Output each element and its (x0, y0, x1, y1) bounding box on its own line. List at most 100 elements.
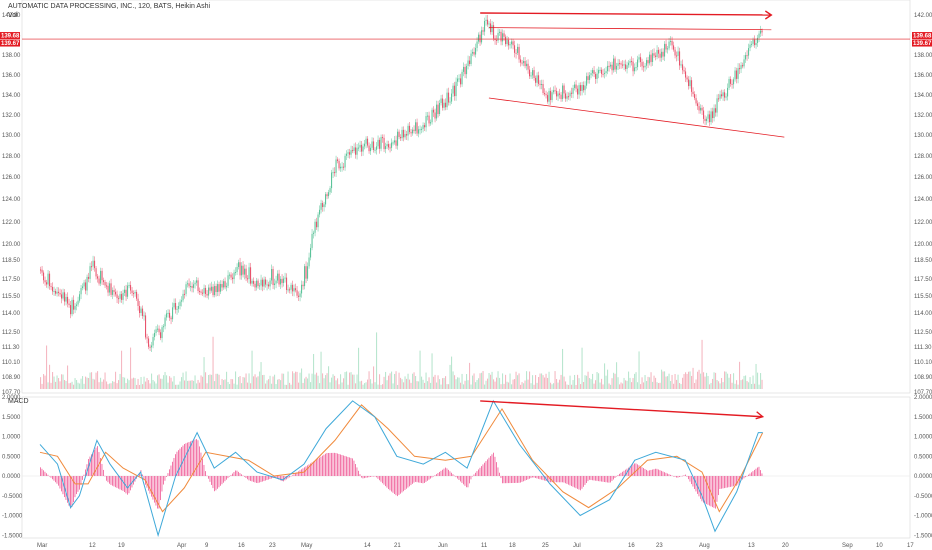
candle-body (424, 125, 426, 128)
volume-bar (719, 383, 721, 389)
volume-bar (640, 384, 642, 389)
macd-histogram-bar (235, 470, 236, 476)
macd-histogram-bar (290, 476, 292, 477)
candle-body (637, 59, 639, 68)
candle-body (229, 274, 231, 276)
price-tick-label-right: 128.00 (914, 154, 932, 160)
macd-histogram-bar (383, 476, 385, 485)
macd-histogram-bar (596, 476, 598, 481)
macd-histogram-bar (346, 456, 347, 476)
volume-bar (470, 384, 472, 389)
macd-histogram-bar (197, 440, 199, 476)
volume-bar (487, 378, 489, 389)
macd-histogram-bar (175, 454, 176, 476)
candle-body (604, 72, 606, 74)
macd-histogram-bar (61, 476, 62, 492)
macd-histogram-bar (508, 476, 509, 484)
volume-bar (169, 376, 171, 389)
candle-body (44, 280, 46, 283)
macd-histogram-bar (229, 476, 230, 477)
macd-histogram-bar (344, 455, 346, 476)
macd-histogram-bar (70, 476, 71, 509)
macd-histogram-bar (569, 476, 571, 486)
volume-bar (131, 378, 133, 389)
volume-bar (163, 375, 165, 389)
macd-histogram-bar (481, 466, 482, 476)
macd-histogram-bar (67, 476, 68, 503)
volume-bar (566, 384, 568, 389)
volume-bar (382, 384, 384, 389)
volume-bar (202, 376, 204, 389)
macd-histogram-bar (331, 452, 332, 476)
candle-body (269, 280, 271, 287)
volume-bar (230, 378, 232, 389)
macd-histogram-bar (152, 476, 154, 500)
macd-histogram-bar (127, 476, 128, 495)
volume-bar (353, 374, 355, 389)
price-tick-label-right: 112.50 (914, 330, 932, 336)
candle-body (620, 63, 622, 65)
candle-body (334, 172, 336, 174)
volume-bar (311, 373, 313, 389)
volume-bar (677, 374, 679, 389)
macd-histogram-bar (401, 476, 403, 493)
macd-histogram-bar (392, 476, 394, 493)
volume-bar (205, 372, 207, 389)
macd-tick-label-left: -1.0000 (2, 514, 23, 520)
volume-bar (662, 371, 664, 389)
volume-bar (200, 375, 202, 389)
candle-body (143, 315, 145, 317)
volume-bar (46, 345, 48, 389)
volume-bar (671, 374, 673, 389)
macd-histogram-bar (262, 476, 263, 482)
macd-histogram-bar (59, 476, 61, 489)
candle-body (643, 66, 645, 68)
volume-bar (140, 377, 142, 389)
volume-bar (220, 384, 222, 389)
volume-bar (701, 339, 703, 389)
macd-histogram-bar (611, 476, 613, 481)
candle-body (536, 75, 538, 83)
time-tick-label: Sep (842, 543, 853, 549)
candle-body (146, 337, 148, 339)
macd-histogram-bar (691, 476, 692, 485)
candle-body (250, 267, 252, 284)
candle-body (700, 107, 702, 111)
volume-bar (686, 373, 688, 389)
volume-bar (352, 374, 354, 389)
macd-histogram-bar (634, 463, 635, 476)
volume-bar (143, 376, 145, 389)
volume-bar (44, 375, 46, 389)
candle-body (694, 94, 696, 99)
volume-bar (482, 371, 484, 389)
candle-body (647, 60, 649, 64)
macd-histogram-bar (122, 476, 124, 491)
candle-body (563, 85, 565, 94)
macd-histogram-bar (223, 476, 224, 483)
candle-body (496, 40, 498, 42)
candle-body (209, 287, 211, 291)
volume-bar (548, 371, 550, 389)
candle-body (215, 286, 217, 293)
volume-bar (160, 378, 162, 389)
volume-bar (656, 382, 658, 389)
volume-bar (535, 375, 537, 389)
volume-bar (187, 380, 189, 389)
volume-bar (227, 381, 229, 389)
volume-bar (112, 381, 114, 389)
candle-body (98, 278, 100, 284)
volume-bar (443, 377, 445, 389)
candle-body (715, 108, 717, 113)
macd-histogram-bar (40, 467, 41, 476)
macd-histogram-bar (553, 476, 554, 483)
candle-body (302, 284, 304, 287)
volume-bar (142, 384, 144, 389)
volume-bar (196, 383, 198, 389)
macd-histogram-bar (535, 476, 536, 478)
price-tick-label-left: 132.00 (2, 113, 21, 119)
candle-body (524, 61, 526, 67)
candle-body (377, 139, 379, 147)
candle-body (413, 129, 415, 131)
volume-bar (392, 383, 394, 389)
